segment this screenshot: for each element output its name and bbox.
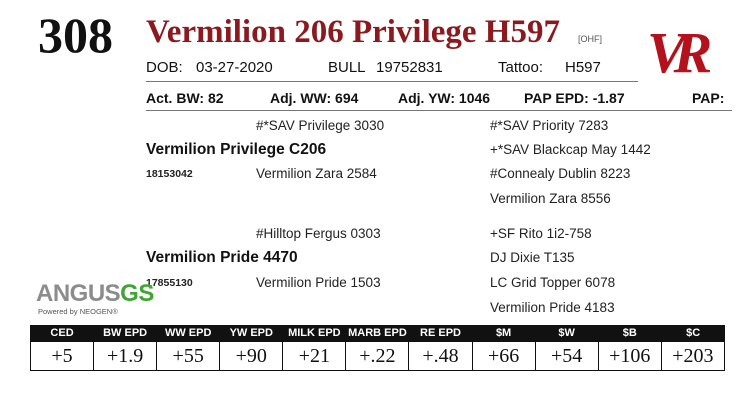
vr-brand-logo: VR — [647, 20, 723, 84]
animal-name: Vermilion 206 Privilege H597 — [146, 14, 560, 50]
epd-header-bw: BW EPD — [93, 325, 157, 342]
lot-number: 308 — [38, 7, 113, 63]
epd-value-bw: +1.9 — [93, 341, 158, 371]
sex-label: BULL — [328, 59, 366, 76]
epd-header-marb: MARB EPD — [345, 325, 409, 342]
sire-dam: Vermilion Zara 2584 — [256, 166, 377, 181]
dam-sire-sire: +SF Rito 1i2-758 — [490, 226, 592, 241]
sire-registration: 18153042 — [146, 168, 193, 180]
epd-value-row: +5 +1.9 +55 +90 +21 +.22 +.48 +66 +54 +1… — [29, 341, 726, 371]
sire-sire: #*SAV Privilege 3030 — [256, 118, 385, 133]
dam-name: Vermilion Pride 4470 — [146, 249, 298, 266]
powered-by-text: Powered by NEOGEN® — [38, 307, 118, 316]
adjusted-yearling-weight: Adj. YW: 1046 — [398, 90, 491, 106]
epd-value-marb: +.22 — [345, 341, 410, 371]
tattoo-label: Tattoo: — [498, 59, 544, 76]
epd-header-yw: YW EPD — [219, 325, 283, 342]
epd-header-row: CED BW EPD WW EPD YW EPD MILK EPD MARB E… — [29, 325, 725, 342]
epd-header-re: RE EPD — [408, 325, 473, 342]
epd-value-re: +.48 — [408, 341, 473, 371]
epd-value-ww: +55 — [156, 341, 221, 371]
logo-monogram: VR — [647, 20, 711, 84]
sire-dam-sire: #Connealy Dublin 8223 — [490, 166, 631, 181]
epd-header-c: $C — [660, 325, 725, 342]
epd-header-ww: WW EPD — [156, 325, 220, 342]
epd-value-milk: +21 — [282, 341, 347, 371]
dob-value: 03-27-2020 — [196, 59, 273, 76]
epd-header-milk: MILK EPD — [282, 325, 346, 342]
epd-header-b: $B — [597, 325, 662, 342]
adjusted-weaning-weight: Adj. WW: 694 — [270, 90, 359, 106]
dam-sire: #Hilltop Fergus 0303 — [256, 226, 381, 241]
performance-divider — [146, 110, 732, 111]
gs-wordmark: GS — [120, 280, 154, 307]
epd-value-b: +106 — [597, 341, 662, 371]
epd-header-w: $W — [534, 325, 599, 342]
dam-dam-sire: LC Grid Topper 6078 — [490, 275, 616, 290]
epd-header-ced: CED — [29, 325, 94, 342]
sire-sire-dam: +*SAV Blackcap May 1442 — [490, 142, 651, 157]
dam-dam: Vermilion Pride 1503 — [256, 275, 381, 290]
actual-birth-weight: Act. BW: 82 — [146, 90, 224, 106]
epd-value-m: +66 — [471, 341, 536, 371]
ohf-tag: [OHF] — [578, 34, 602, 44]
dam-sire-dam: DJ Dixie T135 — [490, 250, 575, 265]
epd-value-w: +54 — [534, 341, 599, 371]
tattoo-value: H597 — [565, 59, 601, 76]
epd-table: CED BW EPD WW EPD YW EPD MILK EPD MARB E… — [29, 325, 726, 371]
epd-value-yw: +90 — [219, 341, 284, 371]
info-divider — [146, 81, 638, 82]
dob-label: DOB: — [146, 59, 183, 76]
epd-value-ced: +5 — [29, 341, 95, 371]
angus-wordmark: ANGUS — [36, 280, 121, 307]
dam-registration: 17855130 — [146, 277, 193, 289]
epd-header-m: $M — [471, 325, 536, 342]
sire-dam-dam: Vermilion Zara 8556 — [490, 191, 611, 206]
pap-label: PAP: — [692, 90, 725, 106]
pap-epd: PAP EPD: -1.87 — [524, 90, 625, 106]
registration-number: 19752831 — [376, 59, 443, 76]
angus-gs-logo: ANGUSGS — [36, 281, 154, 307]
dam-dam-dam: Vermilion Pride 4183 — [490, 300, 615, 315]
sire-name: Vermilion Privilege C206 — [146, 141, 327, 158]
epd-value-c: +203 — [660, 341, 726, 371]
sire-sire-sire: #*SAV Priority 7283 — [490, 118, 609, 133]
